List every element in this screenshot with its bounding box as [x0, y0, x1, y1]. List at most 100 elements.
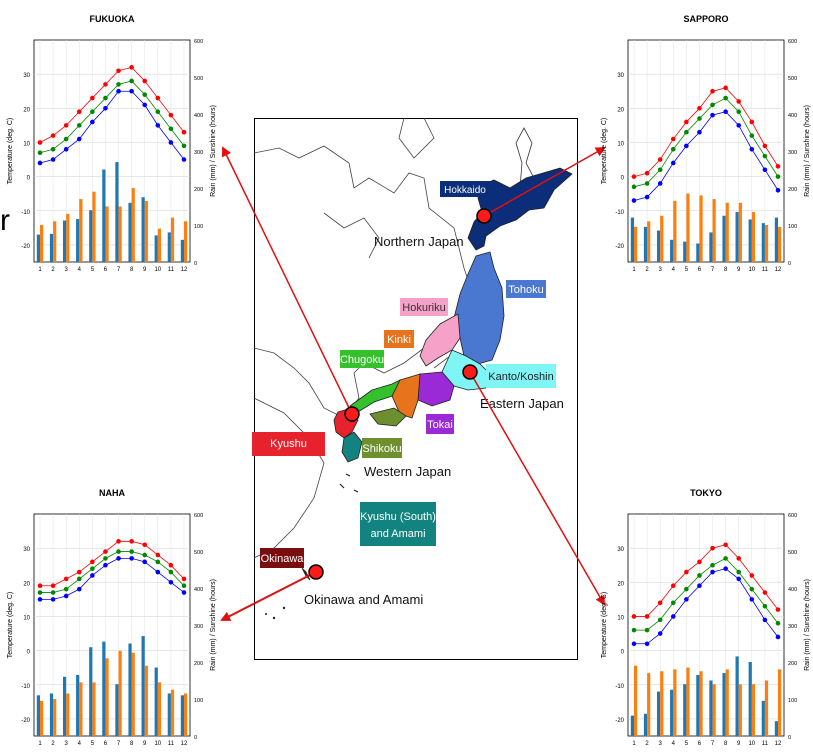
- bar-mark: [66, 693, 70, 736]
- series-point: [76, 123, 82, 128]
- bar-mark: [131, 188, 135, 262]
- bar-mark: [722, 673, 726, 736]
- bar-mark: [49, 693, 54, 736]
- series-line: [633, 97, 779, 188]
- series-point: [723, 109, 728, 115]
- bar-mark: [92, 682, 96, 736]
- series-point: [697, 129, 702, 135]
- bar-mark: [748, 219, 752, 262]
- series-point: [129, 539, 134, 544]
- region-chugoku: [349, 379, 401, 413]
- series-point: [116, 549, 121, 554]
- y2-tick-label: 400: [194, 587, 203, 593]
- bar-mark: [764, 225, 769, 262]
- series-point: [116, 88, 121, 94]
- y2-tick-label: 600: [194, 513, 203, 519]
- series-point: [50, 146, 56, 152]
- svg-text:Chugoku: Chugoku: [340, 354, 384, 366]
- bar-mark: [154, 667, 158, 736]
- x-tick-label: 10: [154, 267, 161, 273]
- label-kanto: Kanto/Koshin: [486, 364, 556, 388]
- bar-mark: [115, 162, 119, 262]
- y2-tick-label: 500: [788, 550, 797, 556]
- y2-tick-label: 0: [788, 735, 791, 741]
- x-tick-label: 12: [181, 741, 188, 747]
- x-tick-label: 11: [762, 741, 769, 747]
- series-line: [39, 90, 185, 164]
- series-point: [749, 133, 755, 138]
- bar-mark: [725, 202, 729, 262]
- series-point: [50, 583, 56, 589]
- series-point: [168, 140, 174, 145]
- series-point: [129, 556, 134, 561]
- series-point: [103, 549, 108, 554]
- series-point: [142, 552, 148, 558]
- series-point: [644, 194, 650, 200]
- series-point: [736, 109, 742, 115]
- x-tick-label: 7: [117, 267, 121, 273]
- series-point: [736, 569, 742, 575]
- series-point: [710, 545, 715, 551]
- bar-mark: [105, 658, 109, 736]
- x-tick-label: 8: [130, 741, 134, 747]
- series-point: [697, 106, 702, 111]
- x-tick-label: 8: [724, 267, 728, 273]
- bar-mark: [778, 669, 782, 736]
- series-point: [631, 627, 637, 633]
- series-point: [775, 634, 781, 640]
- x-tick-label: 11: [762, 267, 769, 273]
- series-point: [181, 143, 187, 149]
- series-point: [155, 109, 161, 115]
- bar-mark: [630, 715, 634, 736]
- series-line: [40, 540, 185, 587]
- series-point: [657, 617, 663, 623]
- y-tick-label: 10: [23, 141, 30, 147]
- series-point: [749, 146, 755, 152]
- series-point: [142, 559, 148, 565]
- series-point: [129, 65, 134, 70]
- bar-mark: [709, 232, 713, 262]
- series-point: [657, 631, 663, 636]
- series-point: [63, 136, 69, 142]
- x-tick-label: 5: [91, 741, 95, 747]
- bar-mark: [66, 213, 70, 262]
- series-point: [155, 569, 161, 575]
- series-point: [37, 140, 43, 145]
- bar-mark: [62, 676, 67, 736]
- series-point: [50, 597, 56, 602]
- series-point: [710, 562, 715, 568]
- series-point: [736, 556, 742, 561]
- bar-mark: [660, 671, 664, 736]
- bar-mark: [761, 700, 765, 736]
- y2-tick-label: 300: [194, 624, 203, 630]
- bar-mark: [686, 667, 690, 736]
- bar-mark: [76, 674, 80, 736]
- series-point: [644, 627, 650, 633]
- series-point: [631, 614, 637, 619]
- y2-tick-label: 300: [788, 150, 797, 156]
- bar-mark: [696, 674, 700, 736]
- series-point: [116, 68, 121, 74]
- y-tick-label: -10: [21, 210, 30, 216]
- series-point: [684, 569, 689, 575]
- y2-tick-label: 400: [788, 587, 797, 593]
- x-tick-label: 9: [143, 267, 147, 273]
- svg-text:Shikoku: Shikoku: [362, 443, 401, 455]
- y-tick-label: -20: [21, 718, 30, 724]
- svg-text:Hokkaido: Hokkaido: [444, 185, 486, 196]
- y2-tick-label: 600: [788, 513, 797, 519]
- x-tick-label: 3: [659, 741, 663, 747]
- series-point: [670, 136, 676, 142]
- bar-mark: [49, 233, 54, 262]
- series-point: [90, 119, 95, 125]
- series-point: [762, 590, 768, 595]
- bar-mark: [89, 210, 93, 262]
- bar-mark: [105, 206, 109, 262]
- series-point: [142, 542, 148, 548]
- series-point: [710, 102, 715, 108]
- y-tick-label: -20: [615, 244, 624, 250]
- series-point: [103, 562, 108, 568]
- bar-mark: [102, 169, 106, 262]
- x-tick-label: 8: [724, 741, 728, 747]
